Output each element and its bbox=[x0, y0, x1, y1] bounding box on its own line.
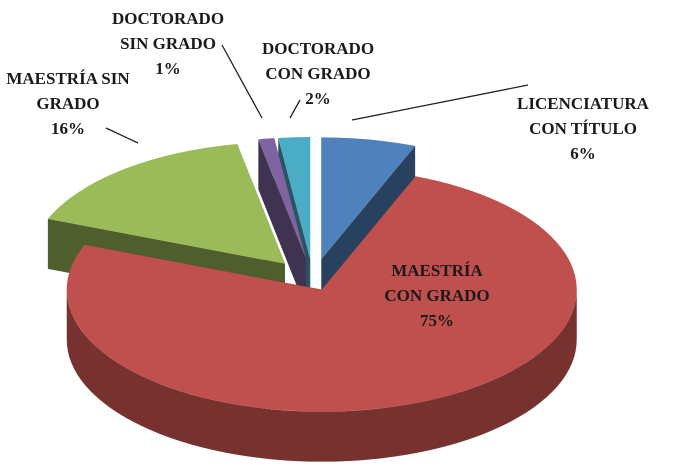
leader-line bbox=[221, 44, 263, 119]
leader-line bbox=[105, 127, 139, 144]
data-label-value: 16% bbox=[51, 119, 85, 138]
slice bbox=[66, 176, 577, 462]
slice bbox=[258, 138, 307, 310]
data-label-name: LICENCIATURA CON TÍTULO bbox=[517, 94, 650, 138]
pie bbox=[47, 136, 577, 462]
labels: LICENCIATURA CON TÍTULO 6% MAESTRÍA CON GRAD… bbox=[6, 9, 649, 330]
data-label-value: 2% bbox=[305, 89, 331, 108]
data-label-name: MAESTRÍA SIN GRADO bbox=[6, 69, 130, 113]
slice-top bbox=[66, 176, 577, 412]
data-label-name: DOCTORADO CON GRADO bbox=[262, 39, 374, 83]
slice-cut bbox=[258, 139, 307, 310]
slice-top bbox=[258, 138, 307, 260]
data-label-value: 6% bbox=[570, 144, 596, 163]
leader-line bbox=[289, 99, 301, 119]
data-label-value: 75% bbox=[420, 311, 454, 330]
data-label-name: DOCTORADO SIN GRADO bbox=[112, 9, 224, 53]
leader-line bbox=[351, 84, 529, 121]
data-label-value: 1% bbox=[155, 59, 181, 78]
slice-top bbox=[278, 136, 311, 259]
slice-top bbox=[47, 143, 285, 264]
slice-top bbox=[321, 137, 416, 260]
slice-side bbox=[66, 289, 577, 462]
data-label-name: MAESTRÍA CON GRADO bbox=[384, 261, 489, 305]
